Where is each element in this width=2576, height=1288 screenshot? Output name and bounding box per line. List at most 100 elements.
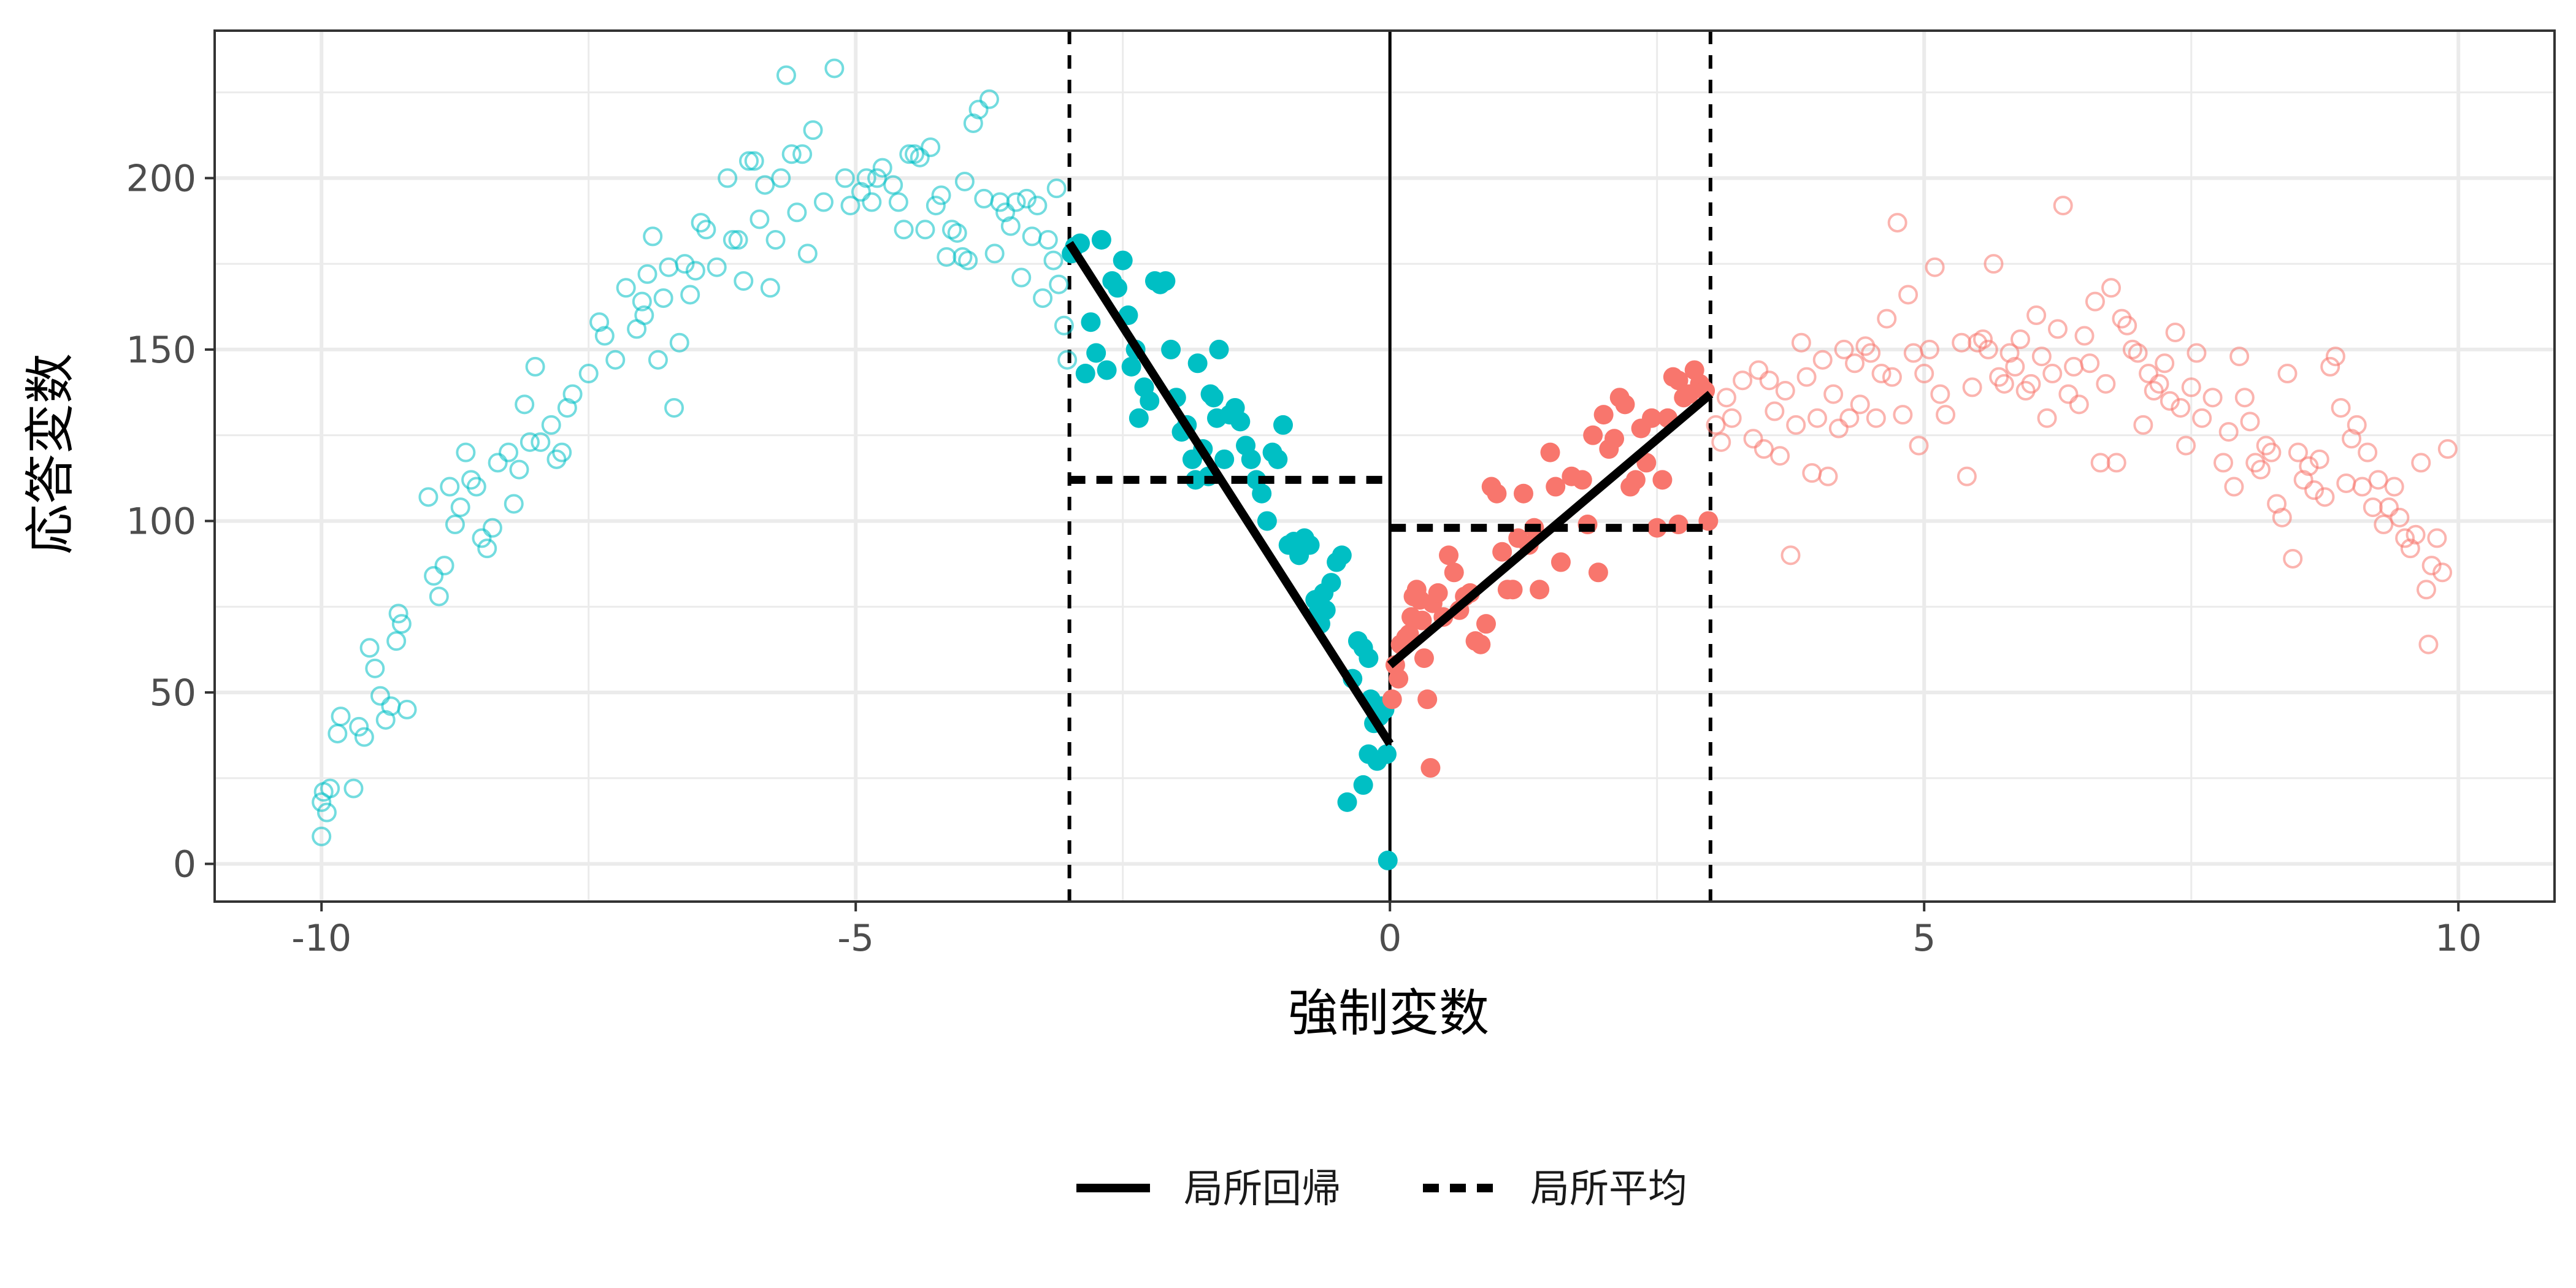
data-point-left-outside <box>755 175 775 195</box>
data-point-left-outside <box>734 271 754 291</box>
data-point-right-outside <box>1770 446 1790 466</box>
data-point-right-outside <box>1754 439 1774 459</box>
data-point-right-outside <box>2202 388 2223 408</box>
data-point-right-outside <box>2192 408 2212 428</box>
data-point-left-inside <box>1353 775 1373 795</box>
data-point-left-inside <box>1209 339 1229 359</box>
data-point-left-inside <box>1273 415 1294 435</box>
data-point-right-outside <box>1866 408 1886 428</box>
data-point-right-inside <box>1583 425 1603 445</box>
data-point-left-outside <box>472 528 492 548</box>
data-point-right-outside <box>2405 524 2426 545</box>
panel-border <box>213 29 2556 903</box>
data-point-left-outside <box>787 202 807 223</box>
data-point-left-outside <box>899 144 919 164</box>
data-point-right-outside <box>2358 442 2378 462</box>
data-point-right-outside <box>2283 548 2303 569</box>
plot-area <box>213 29 2556 903</box>
data-point-right-outside <box>2176 435 2196 456</box>
x-axis-title: 強制変数 <box>1288 984 1489 1043</box>
data-point-right-inside <box>1412 610 1432 631</box>
data-point-left-inside <box>1359 648 1379 669</box>
data-point-right-outside <box>1722 408 1742 428</box>
data-point-left-outside <box>744 151 764 171</box>
data-point-right-inside <box>1389 669 1409 689</box>
data-point-left-inside <box>1156 271 1176 291</box>
data-point-right-outside <box>1839 408 1860 428</box>
data-point-left-outside <box>926 196 946 216</box>
data-point-right-outside <box>2005 356 2025 377</box>
data-point-right-outside <box>2213 453 2233 473</box>
data-point-right-outside <box>1759 370 1779 391</box>
data-point-right-outside <box>2096 374 2116 394</box>
data-point-right-outside <box>2299 456 2319 476</box>
data-point-left-outside <box>643 226 663 247</box>
data-point-left-outside <box>466 477 486 497</box>
data-point-left-outside <box>578 364 599 384</box>
data-point-right-inside <box>1546 477 1566 497</box>
data-point-left-inside <box>1121 356 1141 377</box>
data-point-left-outside <box>349 716 369 737</box>
data-point-right-outside <box>1743 429 1763 449</box>
data-point-left-inside <box>1203 388 1224 408</box>
data-point-left-outside <box>434 556 454 576</box>
data-point-left-outside <box>488 453 508 473</box>
data-point-right-inside <box>1444 562 1464 583</box>
data-point-right-outside <box>1984 254 2004 274</box>
data-point-left-outside <box>947 223 967 243</box>
data-point-left-outside <box>856 168 876 188</box>
data-point-left-outside <box>515 394 535 415</box>
data-point-left-inside <box>1252 483 1272 504</box>
data-point-right-outside <box>2374 515 2394 535</box>
data-point-left-outside <box>634 305 654 326</box>
data-point-right-outside <box>1957 466 1977 486</box>
data-point-left-inside <box>1214 449 1235 469</box>
data-point-left-outside <box>931 185 951 205</box>
data-point-right-outside <box>2418 634 2439 654</box>
data-point-left-outside <box>680 285 700 305</box>
data-point-right-outside <box>1818 466 1838 486</box>
data-point-left-outside <box>632 291 652 312</box>
data-point-right-outside <box>1733 370 1753 391</box>
data-point-right-outside <box>1706 415 1726 435</box>
data-point-left-outside <box>723 230 743 250</box>
data-point-left-outside <box>1043 250 1064 270</box>
data-point-right-outside <box>2101 278 2122 298</box>
data-point-left-outside <box>921 137 941 158</box>
data-point-left-outside <box>504 494 524 514</box>
data-point-right-outside <box>2315 487 2335 507</box>
data-point-right-outside <box>2288 442 2308 462</box>
data-point-left-outside <box>835 168 855 188</box>
data-point-left-outside <box>910 147 930 167</box>
data-point-right-outside <box>1844 353 1865 374</box>
data-point-right-outside <box>2031 347 2052 367</box>
local-regression-line <box>1065 240 1394 746</box>
data-point-left-inside <box>1187 353 1208 374</box>
data-point-right-inside <box>1487 483 1507 504</box>
data-point-right-outside <box>2171 397 2191 418</box>
data-point-left-outside <box>365 658 385 678</box>
data-point-left-outside <box>675 254 695 274</box>
data-point-left-outside <box>707 257 727 277</box>
data-point-left-outside <box>669 332 689 353</box>
data-point-right-outside <box>1925 257 1945 277</box>
data-point-left-outside <box>803 120 823 140</box>
data-point-left-inside <box>1097 360 1117 380</box>
data-point-left-inside <box>1161 339 1181 359</box>
data-point-right-outside <box>1786 415 1806 435</box>
data-point-right-outside <box>2165 322 2185 342</box>
data-point-left-outside <box>594 326 615 346</box>
data-point-right-outside <box>2240 412 2260 432</box>
data-point-right-outside <box>1893 405 1913 425</box>
data-point-left-outside <box>894 220 914 240</box>
data-point-right-inside <box>1698 511 1719 531</box>
y-tick-label: 150 <box>126 329 196 372</box>
data-point-right-outside <box>1898 285 1919 305</box>
data-point-right-outside <box>1828 418 1849 439</box>
data-point-right-inside <box>1668 370 1689 391</box>
data-point-left-outside <box>450 497 470 518</box>
data-point-left-outside <box>760 278 780 298</box>
data-point-left-outside <box>541 415 561 435</box>
data-point-left-outside <box>979 89 999 109</box>
data-point-right-outside <box>2331 397 2351 418</box>
